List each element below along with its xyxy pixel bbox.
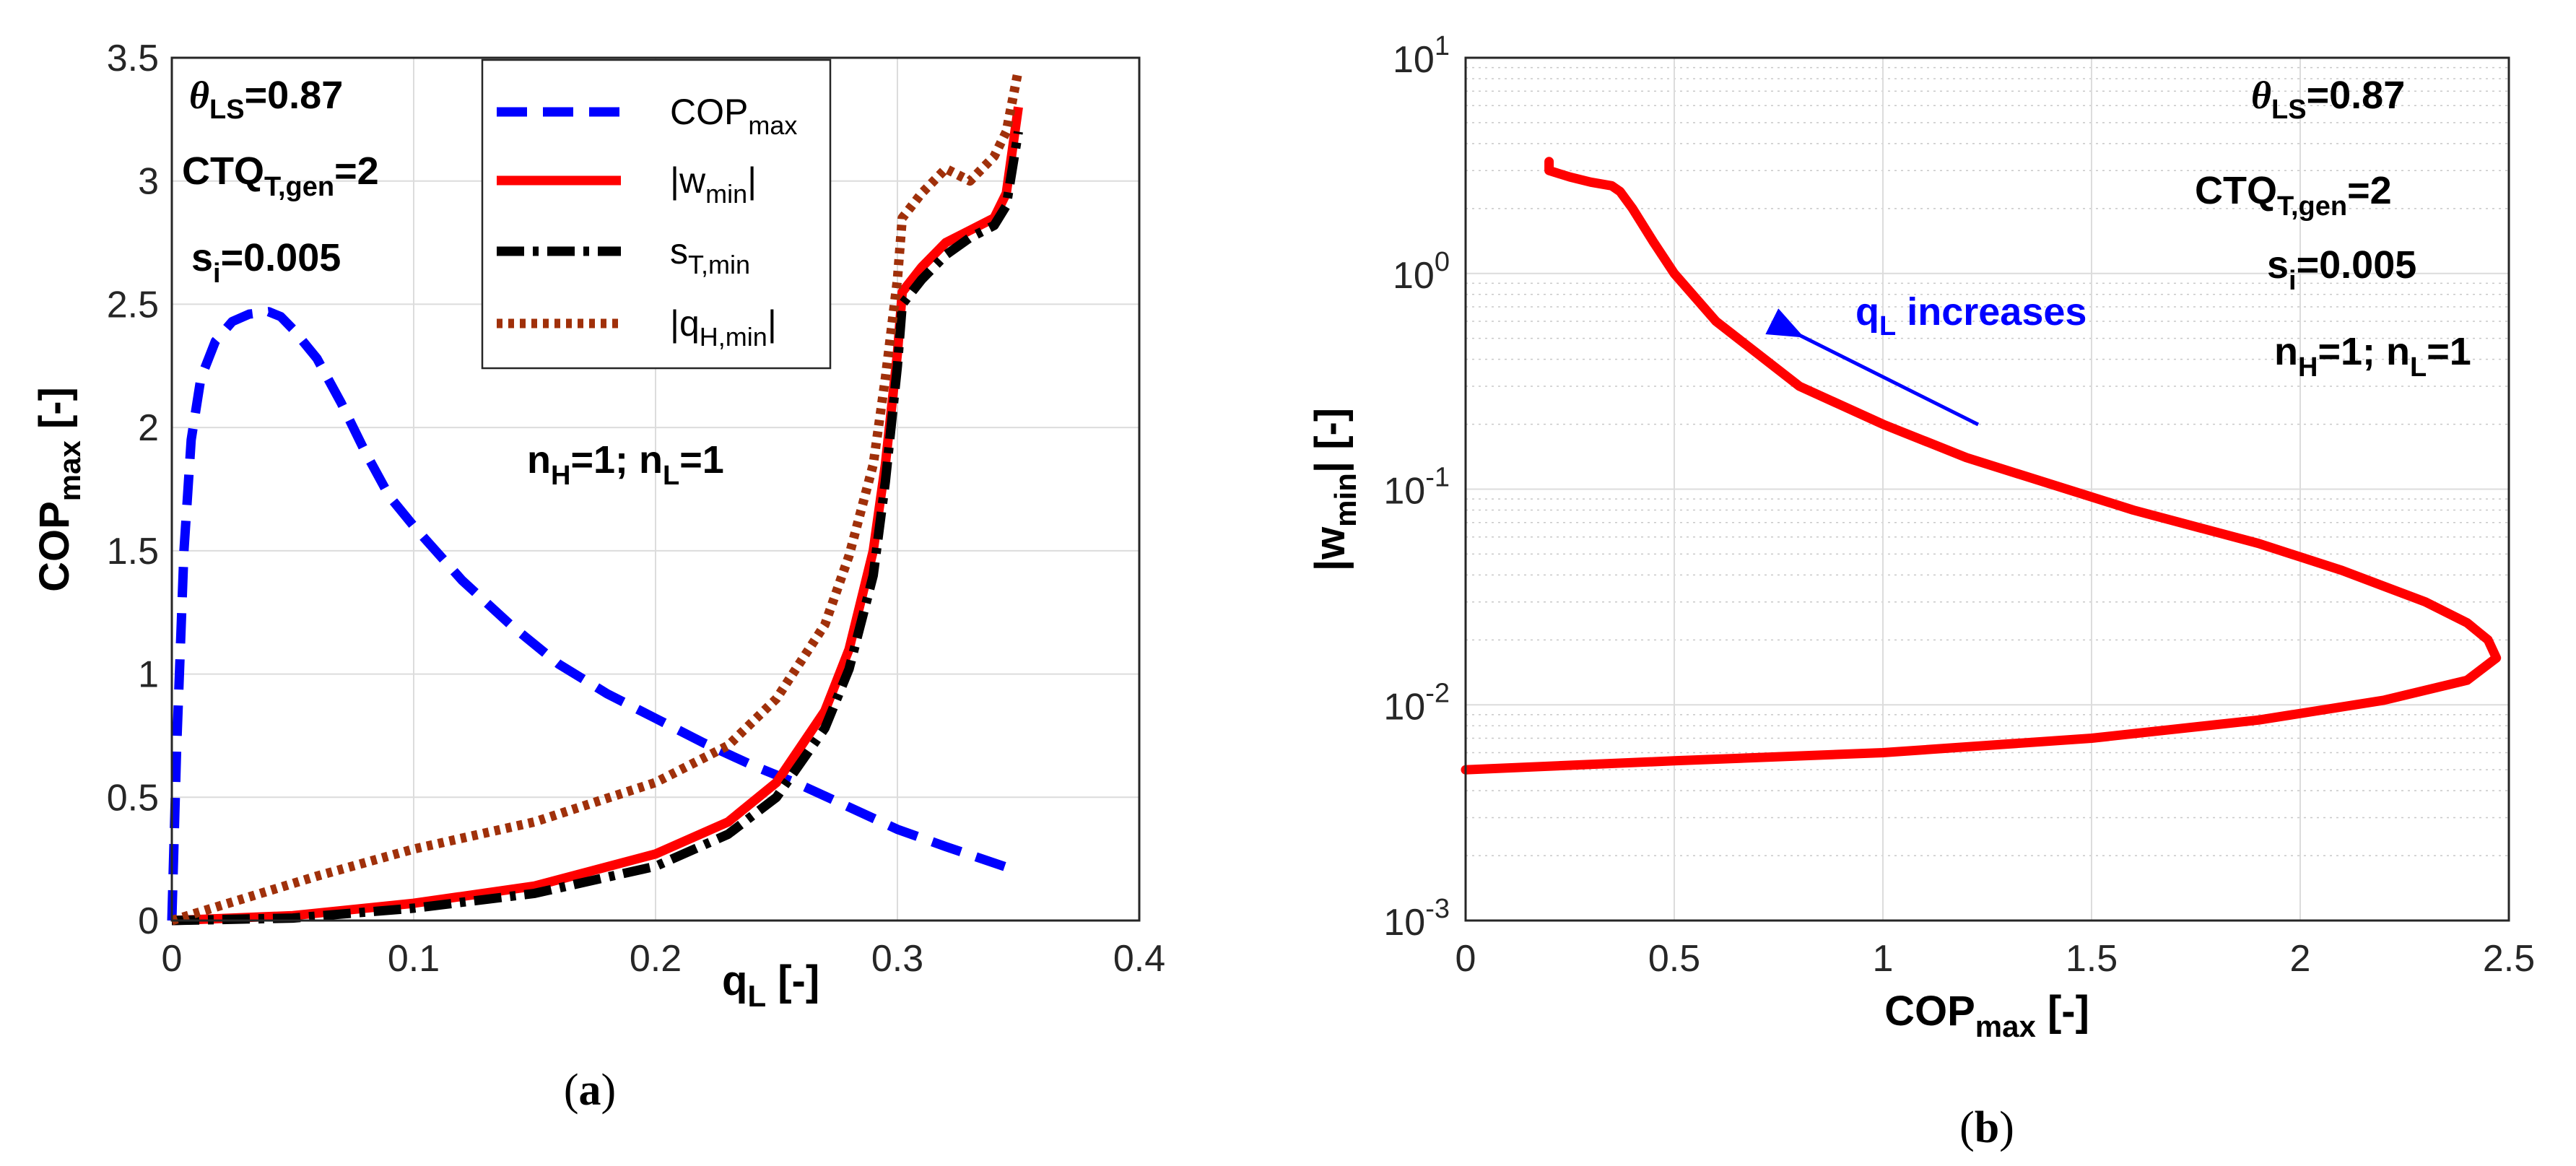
panel-b-xlabel: COPmax [-]	[1884, 988, 2089, 1043]
panel-a-xtick-label: 0.4	[1113, 938, 1165, 980]
panel-a-series-s-t-min	[171, 131, 1023, 926]
panel-a-ytick-label: 0	[138, 900, 159, 942]
panel-a-series	[167, 69, 1023, 926]
panel-b-arrow	[1765, 308, 1980, 427]
panel-a-ytick-label: 1.5	[107, 531, 159, 573]
panel-b-series-w-min	[1461, 157, 2502, 775]
panel-a-xtick-label: 0.3	[871, 938, 923, 980]
panel-a-ytick-label: 2.5	[107, 284, 159, 326]
panel-b-axes-box	[1464, 56, 2510, 922]
legend-label-wmin: |wmin|	[670, 160, 757, 209]
panel-a-axes-box	[170, 56, 1141, 922]
panel-b-ytick-label: 10-2	[1383, 678, 1450, 728]
panel-a-annotation-theta: θLS=0.87	[189, 74, 343, 125]
panel-b-ytick-label: 100	[1393, 247, 1450, 297]
panel-a-xtick-label: 0	[162, 938, 183, 980]
panel-a-tick-labels: 0 0.1 0.2 0.3 0.4 0 0.5 1 1.5 2 2.5 3 3.5	[107, 38, 1165, 980]
panel-b-xtick-label: 2	[2290, 938, 2311, 980]
panel-b-xtick-label: 0.5	[1648, 938, 1700, 980]
panel-b-grid	[1465, 57, 2510, 921]
panel-a-ytick-label: 3.5	[107, 38, 159, 79]
panel-a-legend: COPmax |wmin| sT,min |qH,min|	[481, 58, 832, 370]
panel-b-ylabel: |wmin| [-]	[1307, 408, 1362, 571]
panel-a-ytick-label: 1	[138, 654, 159, 696]
panel-a: 0 0.1 0.2 0.3 0.4 0 0.5 1 1.5 2 2.5 3 3.5 θLS=0.87 C…	[31, 38, 1165, 1115]
panel-b-ytick-label: 10-3	[1383, 894, 1450, 944]
panel-b-ytick-label: 101	[1393, 31, 1450, 81]
panel-b-annotation-theta: θLS=0.87	[2251, 74, 2405, 125]
panel-a-ylabel: COPmax [-]	[31, 387, 87, 592]
panel-b-xtick-label: 0	[1455, 938, 1476, 980]
panel-a-xtick-label: 0.1	[388, 938, 440, 980]
panel-a-ytick-label: 3	[138, 161, 159, 203]
panel-b-tick-labels: 0 0.5 1 1.5 2 2.5 10-3 10-2 10-1 100 101	[1383, 31, 2535, 980]
panel-b-xtick-label: 1.5	[2066, 938, 2118, 980]
panel-a-ytick-label: 0.5	[107, 777, 159, 819]
panel-b-xtick-label: 1	[1873, 938, 1894, 980]
panel-b-ytick-label: 10-1	[1383, 463, 1450, 513]
panel-b-series	[1461, 157, 2502, 775]
panel-a-xlabel: qL [-]	[722, 957, 819, 1013]
panel-b-caption: (b)	[1959, 1103, 2014, 1152]
panel-a-xtick-label: 0.2	[630, 938, 682, 980]
panel-a-ytick-label: 2	[138, 407, 159, 449]
panel-b-xtick-label: 2.5	[2483, 938, 2535, 980]
panel-a-caption: (a)	[564, 1066, 616, 1115]
legend-box	[481, 58, 832, 370]
